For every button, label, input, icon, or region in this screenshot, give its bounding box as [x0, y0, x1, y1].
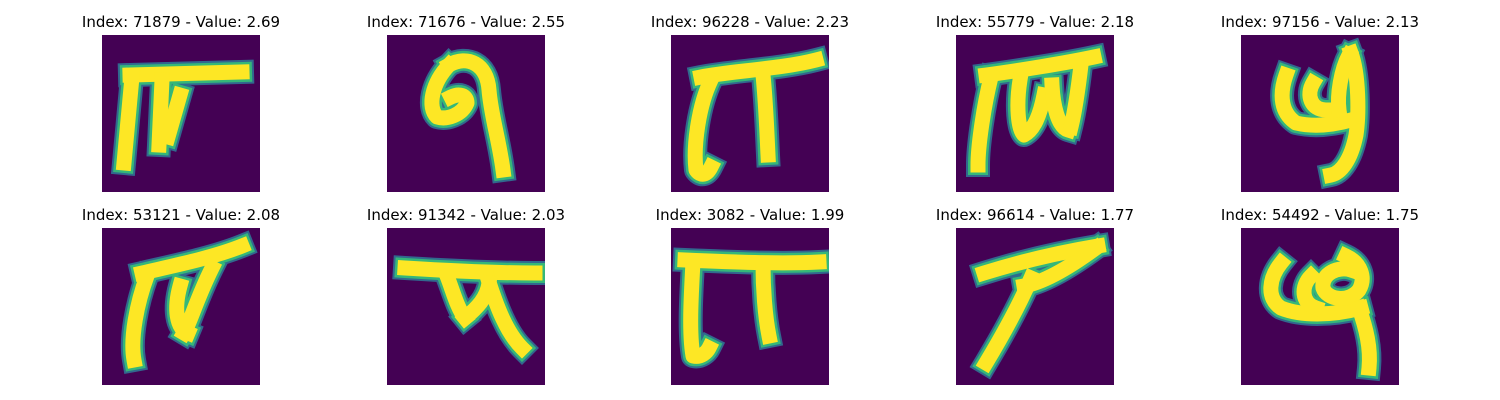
glyph-image — [387, 35, 545, 192]
glyph-image — [387, 228, 545, 385]
panel-title: Index: 55779 - Value: 2.18 — [935, 13, 1135, 31]
panel-title: Index: 3082 - Value: 1.99 — [655, 206, 845, 224]
panel-title: Index: 53121 - Value: 2.08 — [81, 206, 281, 224]
panel-title: Index: 71879 - Value: 2.69 — [81, 13, 281, 31]
glyph-image — [1241, 228, 1399, 385]
panel-title: Index: 71676 - Value: 2.55 — [366, 13, 566, 31]
glyph-image — [1241, 35, 1399, 192]
glyph-image — [671, 35, 829, 192]
panel-title: Index: 91342 - Value: 2.03 — [366, 206, 566, 224]
glyph-image — [956, 35, 1114, 192]
glyph-image — [102, 35, 260, 192]
glyph-image — [956, 228, 1114, 385]
glyph-image — [671, 228, 829, 385]
panel-title: Index: 96614 - Value: 1.77 — [935, 206, 1135, 224]
panel-title: Index: 97156 - Value: 2.13 — [1220, 13, 1420, 31]
panel-title: Index: 96228 - Value: 2.23 — [650, 13, 850, 31]
panel-title: Index: 54492 - Value: 1.75 — [1220, 206, 1420, 224]
glyph-image — [102, 228, 260, 385]
